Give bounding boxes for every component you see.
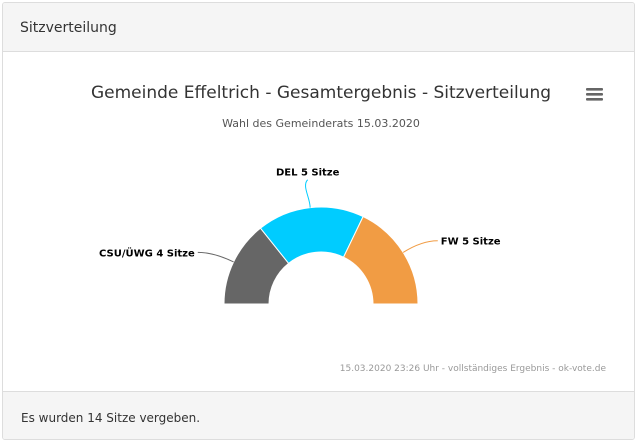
panel-heading: Sitzverteilung	[3, 3, 634, 52]
connector-fw	[402, 240, 438, 253]
connector-del	[305, 179, 311, 208]
data-label-fw: FW 5 Sitze	[441, 237, 501, 248]
chart-credits[interactable]: 15.03.2020 23:26 Uhr - vollständiges Erg…	[340, 364, 607, 374]
panel-footer: Es wurden 14 Sitze vergeben.	[3, 391, 634, 439]
seat-distribution-panel: Sitzverteilung Gemeinde Effeltrich - Ges…	[2, 2, 635, 440]
data-label-del: DEL 5 Sitze	[276, 168, 340, 179]
data-label-csu-uewg: CSU/ÜWG 4 Sitze	[99, 245, 195, 259]
connector-csu-uewg	[197, 251, 234, 263]
panel-title: Sitzverteilung	[20, 20, 117, 36]
hamburger-menu-icon[interactable]	[586, 87, 603, 101]
seat-distribution-chart: Gemeinde Effeltrich - Gesamtergebnis - S…	[91, 83, 607, 374]
slice-fw[interactable]	[342, 215, 419, 305]
chart-title: Gemeinde Effeltrich - Gesamtergebnis - S…	[91, 83, 551, 103]
seats-awarded-text: Es wurden 14 Sitze vergeben.	[21, 411, 201, 425]
chart-subtitle: Wahl des Gemeinderats 15.03.2020	[222, 117, 420, 130]
